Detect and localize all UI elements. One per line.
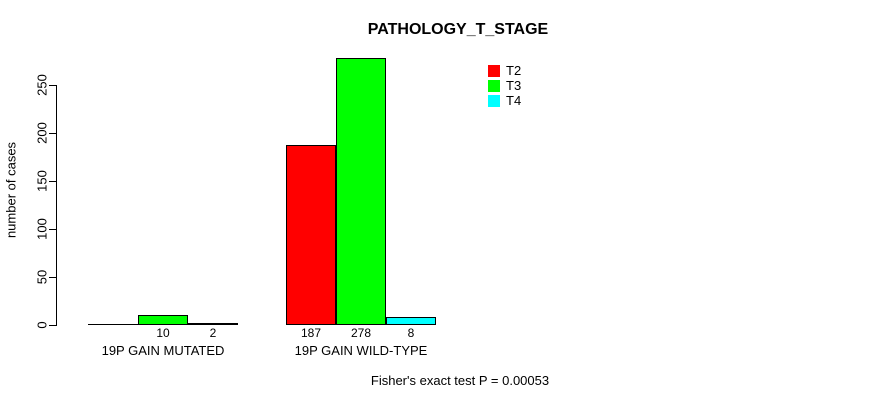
legend-item-t4: T4	[488, 93, 522, 108]
legend-label: T2	[506, 63, 522, 78]
bar-value-label: 10	[156, 326, 170, 340]
legend-swatch-t4	[488, 95, 500, 107]
legend-swatch-t2	[488, 65, 500, 77]
y-tick-mark	[49, 277, 57, 278]
y-axis-label: number of cases	[3, 141, 19, 239]
bar-t4-group2	[386, 317, 436, 325]
legend-item-t2: T2	[488, 63, 522, 78]
chart-title: PATHOLOGY_T_STAGE	[367, 21, 549, 38]
y-tick-mark	[49, 181, 57, 182]
bar-value-label: 2	[209, 326, 217, 340]
y-tick-label: 150	[34, 170, 50, 192]
bar-t3-group2	[336, 58, 386, 325]
y-tick-label: 250	[34, 74, 50, 96]
y-axis	[56, 85, 57, 326]
legend-label: T4	[506, 93, 522, 108]
fisher-annotation: Fisher's exact test P = 0.00053	[370, 373, 550, 388]
legend-item-t3: T3	[488, 78, 522, 93]
x-category-label: 19P GAIN WILD-TYPE	[294, 343, 428, 358]
bar-value-label: 8	[407, 326, 415, 340]
y-tick-label: 100	[34, 218, 50, 240]
y-tick-mark	[49, 229, 57, 230]
y-tick-label: 0	[34, 321, 50, 329]
legend: T2 T3 T4	[488, 63, 522, 108]
bar-value-label: 187	[300, 326, 322, 340]
x-category-label: 19P GAIN MUTATED	[101, 343, 225, 358]
bar-t2-group2	[286, 145, 336, 325]
bar-t2-group1	[88, 324, 138, 325]
y-tick-label: 50	[34, 269, 50, 285]
y-tick-mark	[49, 133, 57, 134]
legend-swatch-t3	[488, 80, 500, 92]
y-tick-label: 200	[34, 122, 50, 144]
bar-t3-group1	[138, 315, 188, 325]
y-tick-mark	[49, 325, 57, 326]
y-tick-mark	[49, 85, 57, 86]
bar-t4-group1	[188, 323, 238, 325]
legend-label: T3	[506, 78, 522, 93]
bar-value-label: 278	[350, 326, 372, 340]
